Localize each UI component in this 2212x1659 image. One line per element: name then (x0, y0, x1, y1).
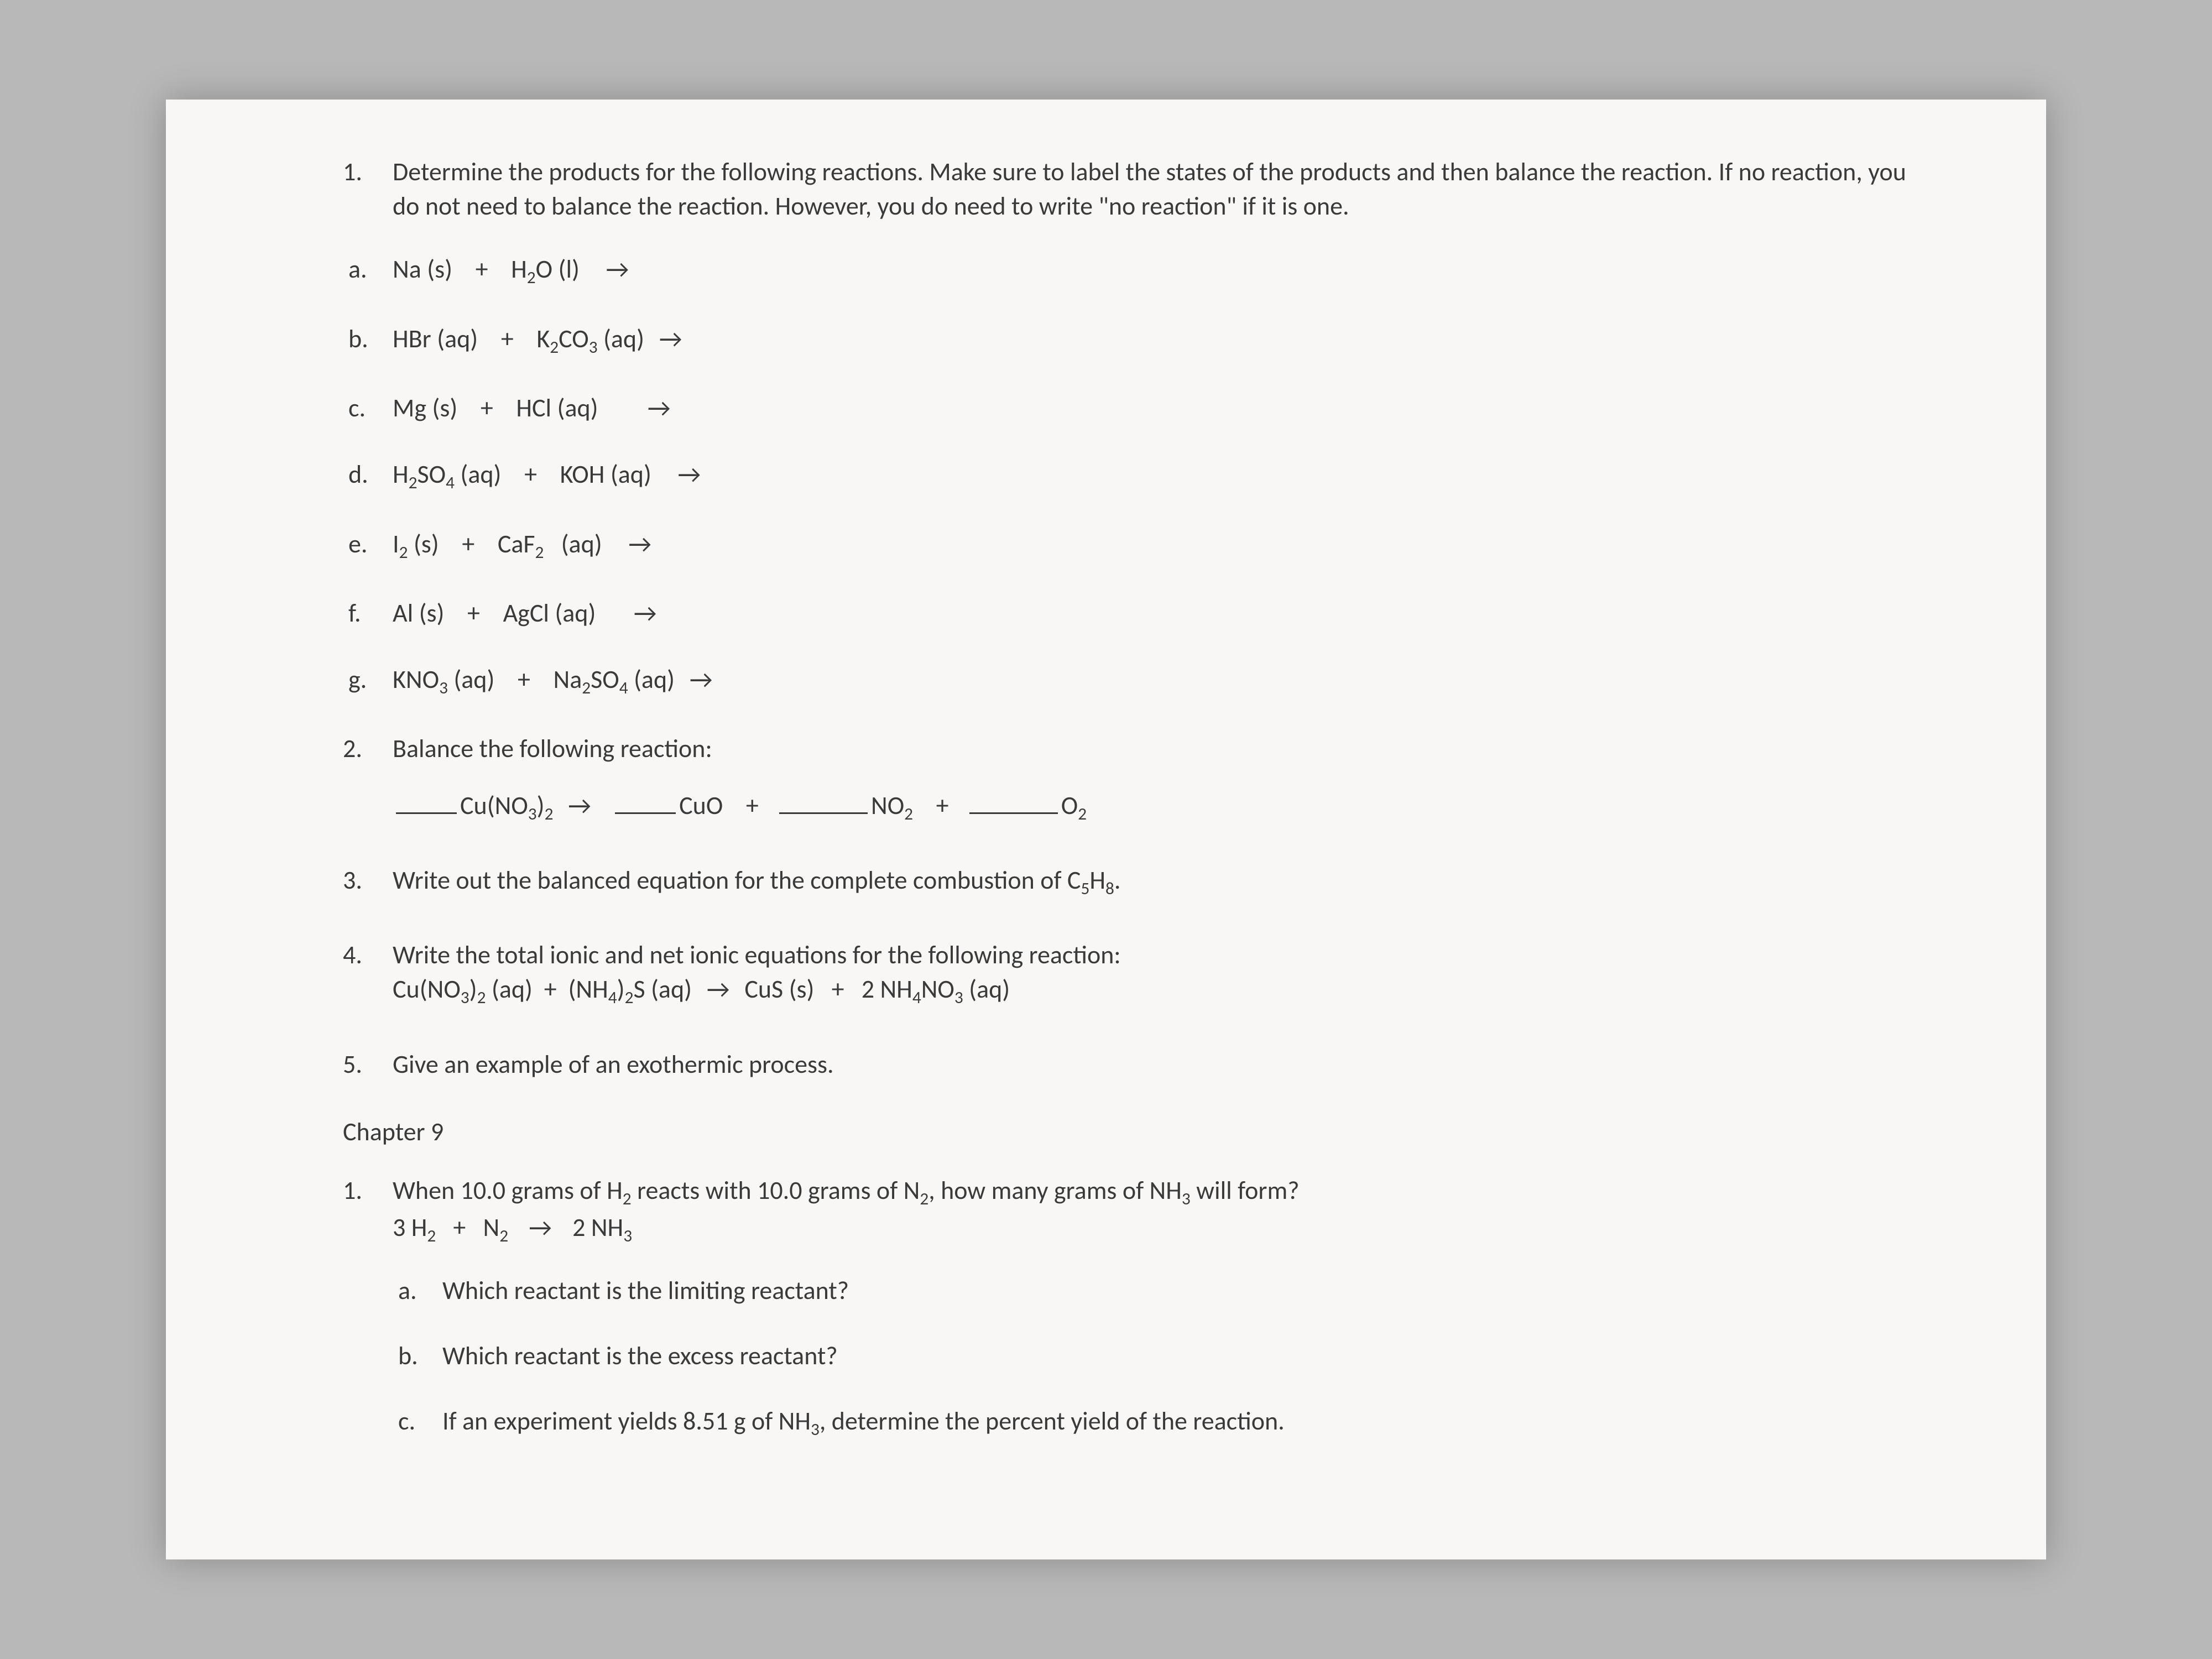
q4-equation: Cu(NO3)2 (aq) + (NH4)2S (aq) → CuS (s) +… (393, 972, 1924, 1009)
q3-number: 3. (343, 863, 393, 900)
c9q1-equation: 3 H2 + N2 → 2 NH3 (393, 1211, 1924, 1248)
q1-reaction-list: a. Na (s) + H2O (l) → b. HBr (aq) + K2CO… (348, 252, 1924, 700)
q1g-equation: KNO3 (aq) + Na2SO4 (aq) → (393, 662, 1924, 700)
q1a-letter: a. (348, 252, 393, 289)
q1e-equation: I2 (s) + CaF2 (aq) → (393, 527, 1924, 564)
q4-text: Write the total ionic and net ionic equa… (393, 938, 1924, 972)
blank-coeff (396, 791, 457, 813)
blank-coeff (969, 791, 1058, 813)
q1-item-f: f. Al (s) + AgCl (aq) → (348, 596, 1924, 630)
q1-item-g: g. KNO3 (aq) + Na2SO4 (aq) → (348, 662, 1924, 700)
question-1: 1. Determine the products for the follow… (343, 155, 1924, 223)
q2-text: Balance the following reaction: (393, 732, 1924, 766)
q1d-equation: H2SO4 (aq) + KOH (aq) → (393, 457, 1924, 494)
c9q1c-text: If an experiment yields 8.51 g of NH3, d… (442, 1404, 1924, 1441)
blank-coeff (615, 791, 676, 813)
c9q1c-letter: c. (398, 1404, 442, 1441)
q3-text: Write out the balanced equation for the … (393, 863, 1924, 900)
c9q1b-letter: b. (398, 1339, 442, 1373)
q1c-letter: c. (348, 391, 393, 425)
q1b-equation: HBr (aq) + K2CO3 (aq) → (393, 322, 1924, 359)
ch9-question-1: 1. When 10.0 grams of H2 reacts with 10.… (343, 1173, 1924, 1472)
question-3: 3. Write out the balanced equation for t… (343, 863, 1924, 900)
q1g-letter: g. (348, 662, 393, 700)
c9q1b-text: Which reactant is the excess reactant? (442, 1339, 1924, 1373)
c9q1-b: b. Which reactant is the excess reactant… (398, 1339, 1924, 1373)
q1d-letter: d. (348, 457, 393, 494)
q1-item-b: b. HBr (aq) + K2CO3 (aq) → (348, 322, 1924, 359)
q1-item-e: e. I2 (s) + CaF2 (aq) → (348, 527, 1924, 564)
c9q1-a: a. Which reactant is the limiting reacta… (398, 1274, 1924, 1308)
q2-number: 2. (343, 732, 393, 826)
q1f-equation: Al (s) + AgCl (aq) → (393, 596, 1924, 630)
q4-number: 4. (343, 938, 393, 1010)
question-2: 2. Balance the following reaction: Cu(NO… (343, 732, 1924, 826)
worksheet-page: 1. Determine the products for the follow… (166, 100, 2046, 1559)
chapter-heading: Chapter 9 (343, 1115, 1924, 1149)
c9q1a-letter: a. (398, 1274, 442, 1308)
blank-coeff (779, 791, 868, 813)
c9q1-number: 1. (343, 1173, 393, 1472)
q1b-letter: b. (348, 322, 393, 359)
q1a-equation: Na (s) + H2O (l) → (393, 252, 1924, 289)
c9q1-text: When 10.0 grams of H2 reacts with 10.0 g… (393, 1173, 1924, 1211)
q1c-equation: Mg (s) + HCl (aq) → (393, 391, 1924, 425)
c9q1a-text: Which reactant is the limiting reactant? (442, 1274, 1924, 1308)
c9q1-c: c. If an experiment yields 8.51 g of NH3… (398, 1404, 1924, 1441)
q1-text: Determine the products for the following… (393, 155, 1924, 223)
q1-item-c: c. Mg (s) + HCl (aq) → (348, 391, 1924, 425)
c9q1-subquestions: a. Which reactant is the limiting reacta… (398, 1274, 1924, 1442)
q1e-letter: e. (348, 527, 393, 564)
q5-text: Give an example of an exothermic process… (393, 1047, 1924, 1082)
q5-number: 5. (343, 1047, 393, 1082)
q1-item-a: a. Na (s) + H2O (l) → (348, 252, 1924, 289)
question-4: 4. Write the total ionic and net ionic e… (343, 938, 1924, 1010)
q1f-letter: f. (348, 596, 393, 630)
q1-item-d: d. H2SO4 (aq) + KOH (aq) → (348, 457, 1924, 494)
question-5: 5. Give an example of an exothermic proc… (343, 1047, 1924, 1082)
q2-equation: Cu(NO3)2 → CuO + NO2 + O2 (393, 789, 1924, 826)
q1-number: 1. (343, 155, 393, 223)
